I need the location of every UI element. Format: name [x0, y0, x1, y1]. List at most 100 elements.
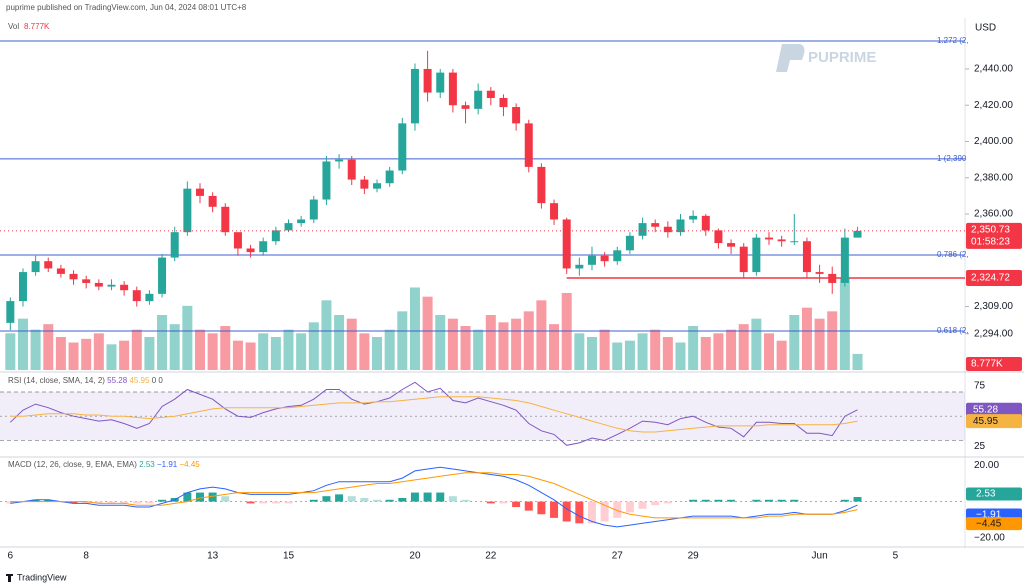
candle-body [31, 261, 40, 273]
macd-histogram-bar [183, 492, 192, 502]
fib-label: 1.272 (2, [937, 36, 969, 45]
rsi-tick-label: 25 [974, 441, 986, 452]
candle-body [550, 203, 559, 220]
y-tick-label: 2,420.00 [974, 100, 1013, 111]
macd-params: MACD (12, 26, close, 9, EMA, EMA) [8, 460, 137, 469]
volume-bar [17, 318, 28, 370]
macd-histogram-bar [82, 501, 91, 504]
volume-tag [966, 357, 1022, 371]
candle-body [398, 123, 407, 171]
volume-bar [536, 300, 547, 370]
candle-body [423, 68, 432, 93]
macd-value: −4.45 [179, 460, 200, 469]
volume-bar [93, 333, 104, 370]
macd-histogram-bar [246, 501, 255, 504]
candle-body [158, 257, 167, 294]
candle-body [651, 223, 660, 227]
volume-bar [144, 337, 155, 370]
candle-body [6, 301, 15, 323]
candle-body [802, 241, 811, 273]
candle-body [777, 239, 786, 242]
macd-histogram-bar [701, 499, 710, 502]
volume-bar [473, 329, 484, 370]
macd-histogram-bar [385, 499, 394, 502]
candle-body [486, 90, 495, 98]
volume-bar [131, 329, 142, 370]
macd-histogram-bar [145, 501, 154, 504]
x-tick-label: 22 [485, 551, 497, 562]
fib-label: 0.786 (2, [937, 250, 969, 259]
x-tick-label: 8 [83, 551, 89, 562]
support-label: 2,324.72 [971, 273, 1010, 284]
macd-histogram-bar [31, 499, 40, 502]
candle-body [499, 97, 508, 108]
macd-value: −1.91 [157, 460, 178, 469]
candle-body [385, 170, 394, 184]
volume-title: Vol [8, 22, 19, 31]
candle-body [739, 246, 748, 273]
volume-bar [776, 340, 787, 370]
macd-histogram-bar [638, 501, 647, 509]
macd-histogram-bar [486, 501, 495, 504]
macd-line [10, 472, 858, 519]
macd-tick-label: 20.00 [974, 460, 999, 471]
volume-bar [68, 342, 79, 370]
watermark-text: PUPRIME [808, 49, 876, 66]
volume-bar [801, 307, 812, 370]
rsi-tag-label: 45.95 [973, 416, 998, 427]
fib-label: 0.618 (2, [937, 326, 969, 335]
volume-bar [182, 305, 193, 370]
volume-bar [81, 338, 92, 370]
candle-body [69, 273, 78, 280]
volume-bar [624, 340, 635, 370]
candle-body [676, 219, 685, 233]
rsi-params: RSI (14, close, SMA, 14, 2) [8, 376, 105, 385]
volume-bar [789, 315, 800, 370]
footer-logo [6, 574, 13, 582]
macd-histogram-bar [524, 501, 533, 511]
candle-body [347, 159, 356, 180]
macd-tick-label: −20.00 [974, 532, 1005, 543]
rsi-value: 45.95 [129, 376, 150, 385]
last-price-tag [966, 222, 1022, 249]
volume-bar [5, 333, 16, 370]
macd-histogram-bar [575, 501, 584, 524]
candle-body [360, 179, 369, 189]
macd-histogram-bar [44, 499, 53, 502]
macd-histogram-bar [714, 499, 723, 502]
macd-histogram-bar [840, 499, 849, 502]
y-tick-label: 2,360.00 [974, 209, 1013, 220]
macd-histogram-bar [335, 494, 344, 502]
volume-bar [637, 333, 648, 370]
macd-histogram-bar [322, 496, 331, 502]
volume-bar [574, 333, 585, 370]
macd-histogram-bar [208, 492, 217, 502]
footer: TradingView [6, 572, 67, 582]
macd-histogram-bar [512, 501, 521, 508]
macd-histogram-bar [6, 501, 15, 504]
volume-bar [232, 340, 243, 370]
volume-bar [106, 344, 117, 370]
volume-bar [346, 318, 357, 370]
volume-bar [372, 337, 383, 370]
rsi-tick-label: 75 [974, 381, 986, 392]
candle-body [840, 237, 849, 283]
macd-histogram-bar [94, 501, 103, 504]
macd-histogram-bar [587, 501, 596, 524]
candle-body [132, 290, 141, 302]
macd-histogram-bar [398, 497, 407, 502]
macd-histogram-bar [120, 501, 129, 504]
candle-body [94, 282, 103, 287]
volume-bar [207, 333, 218, 370]
candle-body [600, 255, 609, 262]
candle-body [714, 230, 723, 244]
publisher: puprime published on TradingView.com, Ju… [6, 3, 247, 12]
volume-bar [751, 318, 762, 370]
macd-line [10, 466, 858, 528]
volume-bar [713, 333, 724, 370]
volume-bar [738, 324, 749, 370]
y-tick-label: 2,400.00 [974, 136, 1013, 147]
volume-bar [764, 333, 775, 370]
candle-body [638, 223, 647, 236]
volume-bar [43, 324, 54, 370]
